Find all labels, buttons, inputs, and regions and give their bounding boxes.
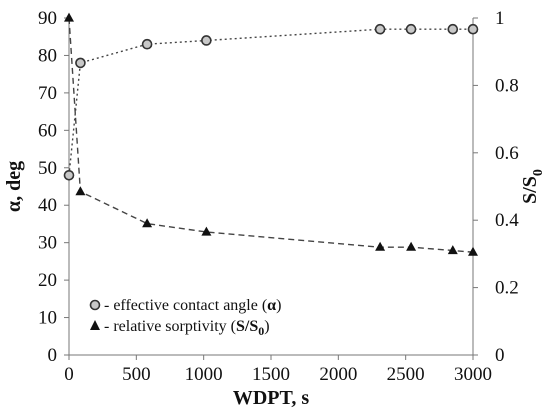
legend-label-sorptivity-subscript: 0	[258, 324, 264, 338]
y-right-tick-label: 0.6	[495, 143, 519, 164]
y-left-tick-label: 0	[48, 345, 58, 366]
y-right-tick-label: 0.8	[495, 75, 519, 96]
y-left-tick-label: 10	[38, 308, 57, 329]
contact-angle-series-line	[68, 28, 473, 176]
y-left-tick-label: 50	[38, 158, 57, 179]
axes: 0 500 1000 1500 2000 2500 30000102030405060708…	[38, 8, 519, 385]
legend-item-sorptivity: - relative sorptivity (S/S0)	[90, 318, 270, 338]
legend-circle-marker	[89, 299, 101, 311]
y-left-tick-label: 30	[38, 233, 57, 254]
y-left-tick-label: 60	[38, 120, 57, 141]
legend-label-sorptivity-text: - relative sorptivity (	[104, 318, 236, 335]
contact-angle-point	[75, 57, 86, 69]
contact-angle-point	[141, 38, 153, 50]
sorptivity-point	[201, 226, 212, 236]
legend-label-contact-angle-tail: )	[276, 297, 281, 314]
x-tick-label: 0	[64, 364, 74, 385]
contact-angle-point	[201, 35, 212, 46]
x-tick-label: 1000	[185, 364, 223, 385]
legend-label-contact-angle: - effective contact angle (α)	[104, 297, 281, 314]
y-left-tick-label: 70	[38, 83, 57, 104]
legend-item-contact-angle: - effective contact angle (α)	[89, 297, 281, 314]
y-right-tick-label: 0.4	[495, 210, 519, 231]
x-tick-label: 1500	[252, 364, 290, 385]
y-right-tick-label: 0.2	[495, 278, 519, 299]
x-tick-label: 3000	[454, 364, 492, 385]
sorptivity-point	[64, 12, 74, 22]
x-tick-label: 2500	[387, 364, 425, 385]
sorptivity-point	[406, 241, 417, 251]
contact-angle-point	[447, 23, 459, 35]
legend: - effective contact angle (α) - relative…	[89, 297, 281, 338]
legend-label-sorptivity-symbol: S/S	[236, 318, 258, 335]
sorptivity-point	[447, 245, 458, 255]
legend-label-contact-angle-text: - effective contact angle (	[104, 297, 267, 314]
x-tick-label: 500	[122, 364, 151, 385]
y-right-tick-label: 1	[495, 8, 505, 29]
sorptivity-point	[468, 246, 478, 256]
contact-angle-point	[467, 23, 479, 35]
sorptivity-point	[142, 218, 153, 228]
sorptivity-point	[375, 241, 386, 251]
y-right-axis-title: S/S0	[519, 169, 546, 204]
contact-angle-point	[405, 23, 417, 35]
y-right-title-main: S/S	[519, 176, 541, 204]
y-left-tick-label: 80	[38, 45, 57, 66]
axis-labels: WDPT, s α, deg S/S0	[3, 161, 546, 409]
series	[63, 12, 479, 256]
legend-label-contact-angle-symbol: α	[267, 297, 276, 314]
sorptivity-point	[75, 186, 86, 196]
y-left-tick-label: 90	[38, 8, 57, 29]
sorptivity-series-line	[68, 17, 474, 253]
y-left-axis-title: α, deg	[3, 161, 25, 212]
legend-label-sorptivity-tail: )	[264, 318, 269, 335]
y-right-tick-label: 0	[495, 345, 505, 366]
contact-angle-point	[374, 23, 386, 35]
contact-angle-point	[63, 169, 75, 181]
y-left-tick-label: 20	[38, 270, 57, 291]
x-tick-label: 2000	[319, 364, 357, 385]
y-left-tick-label: 40	[38, 195, 57, 216]
x-axis-title: WDPT, s	[233, 387, 310, 409]
legend-label-sorptivity: - relative sorptivity (S/S0)	[104, 318, 270, 338]
y-right-title-subscript: 0	[531, 169, 546, 176]
legend-triangle-marker	[90, 320, 100, 330]
